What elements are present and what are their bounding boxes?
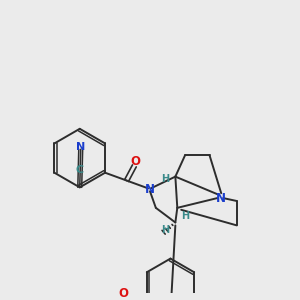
Text: O: O — [130, 155, 140, 169]
Text: O: O — [118, 287, 128, 300]
Text: N: N — [76, 142, 85, 152]
Text: N: N — [216, 192, 226, 205]
Text: H: H — [161, 225, 170, 235]
Text: H: H — [181, 211, 189, 220]
Text: H: H — [161, 174, 170, 184]
Text: C: C — [76, 165, 84, 175]
Text: N: N — [145, 183, 155, 196]
